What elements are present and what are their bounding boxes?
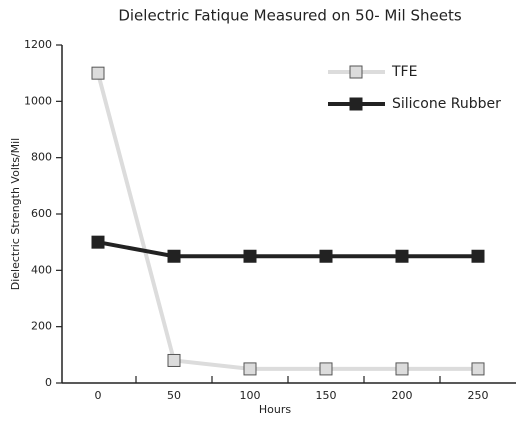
point-marker (243, 362, 257, 376)
point-marker (471, 362, 485, 376)
legend-marker (349, 97, 363, 111)
point-marker (167, 353, 181, 367)
point-marker (395, 249, 409, 263)
x-tick-label: 200 (392, 389, 413, 402)
point-marker (319, 362, 333, 376)
y-axis-label: Dielectric Strength Volts/Mil (9, 138, 22, 291)
legend-label: TFE (391, 64, 417, 80)
y-tick-label: 800 (31, 151, 52, 164)
x-tick-label: 100 (240, 389, 261, 402)
x-tick-label: 50 (167, 389, 181, 402)
y-tick-label: 0 (45, 376, 52, 389)
legend-label: Silicone Rubber (392, 96, 501, 112)
x-tick-label: 150 (316, 389, 337, 402)
point-marker (167, 249, 181, 263)
y-tick-label: 200 (31, 320, 52, 333)
y-tick-label: 600 (31, 207, 52, 220)
x-tick-label: 0 (95, 389, 102, 402)
x-tick-label: 250 (468, 389, 489, 402)
y-tick-label: 1000 (24, 94, 52, 107)
point-marker (91, 66, 105, 80)
series-line (96, 72, 478, 371)
point-marker (471, 249, 485, 263)
x-axis-label: Hours (259, 403, 291, 416)
series-line (97, 240, 478, 259)
legend-marker (349, 65, 363, 79)
point-marker (91, 235, 105, 249)
chart-title: Dielectric Fatique Measured on 50- Mil S… (118, 7, 462, 25)
point-marker (243, 249, 257, 263)
y-tick-label: 400 (31, 263, 52, 276)
point-marker (319, 249, 333, 263)
point-marker (395, 362, 409, 376)
y-tick-label: 1200 (24, 38, 52, 51)
